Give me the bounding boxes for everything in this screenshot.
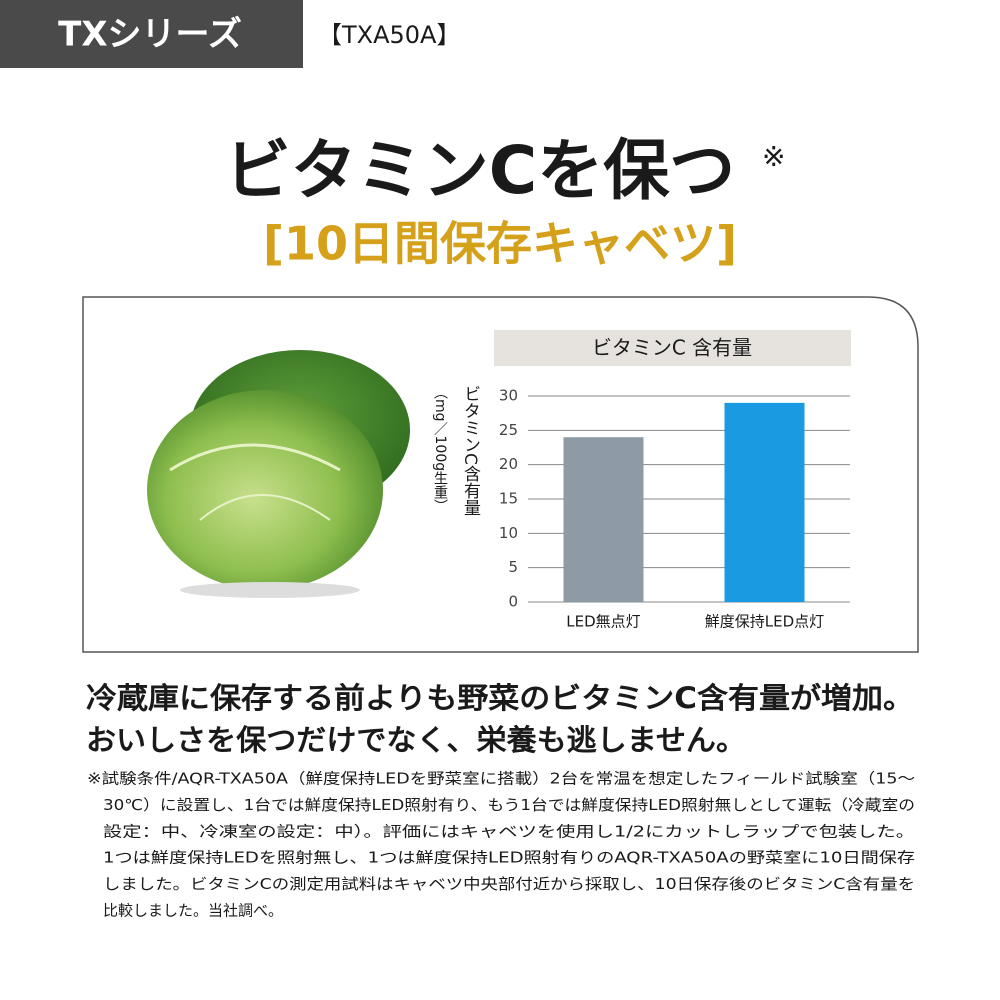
y-tick-label: 30 (499, 387, 518, 405)
y-tick-label: 5 (508, 558, 518, 576)
y-tick-label: 0 (508, 593, 518, 611)
x-tick-label: 鮮度保持LED点灯 (705, 613, 824, 631)
footnote-line: しました。ビタミンCの測定用試料はキャベツ中央部付近から採取し、10日保存後のビ… (103, 875, 915, 893)
chart-title: ビタミンC 含有量 (592, 336, 752, 360)
series-name: TXシリーズ (58, 15, 242, 55)
y-tick-label: 20 (499, 455, 518, 473)
body-line: おいしさを保つだけでなく、栄養も逃しません。 (86, 723, 746, 757)
title: ビタミンCを保つ (225, 132, 735, 209)
footnote-line: 設定：中、冷凍室の設定：中）。評価にはキャベツを使用し1/2にカットしラップで包… (103, 822, 915, 840)
footnote-line: 1つは鮮度保持LEDを照射無し、1つは鮮度保持LED照射有りのAQR-TXA50… (103, 849, 915, 867)
cabbage (147, 350, 410, 598)
y-axis-label: ビタミンC含有量 (460, 385, 481, 516)
y-tick-label: 10 (499, 524, 518, 542)
model: 【TXA50A】 (318, 21, 460, 49)
panel (82, 296, 919, 653)
body-line: 冷蔵庫に保存する前よりも野菜のビタミンC含有量が増加。 (86, 681, 914, 715)
x-tick-label: LED無点灯 (566, 613, 640, 631)
bar (724, 402, 805, 602)
footnote-line: ※試験条件/AQR-TXA50A（鮮度保持LEDを野菜室に搭載）2台を常温を想定… (87, 770, 915, 788)
series-badge (0, 0, 303, 68)
y-tick-label: 15 (499, 490, 518, 508)
y-axis-unit: （mg／100g生重） (432, 385, 448, 513)
subtitle: [10日間保存キャベツ] (263, 217, 737, 271)
y-tick-label: 25 (499, 421, 518, 439)
chart-title-band (494, 330, 851, 366)
footnote-line: 比較しました。当社調べ。 (103, 902, 283, 920)
bar (563, 437, 644, 602)
title-mark: ※ (762, 140, 785, 173)
footnote-line: 30℃）に設置し、1台では鮮度保持LED照射有り、もう1台では鮮度保持LED照射… (103, 796, 915, 814)
